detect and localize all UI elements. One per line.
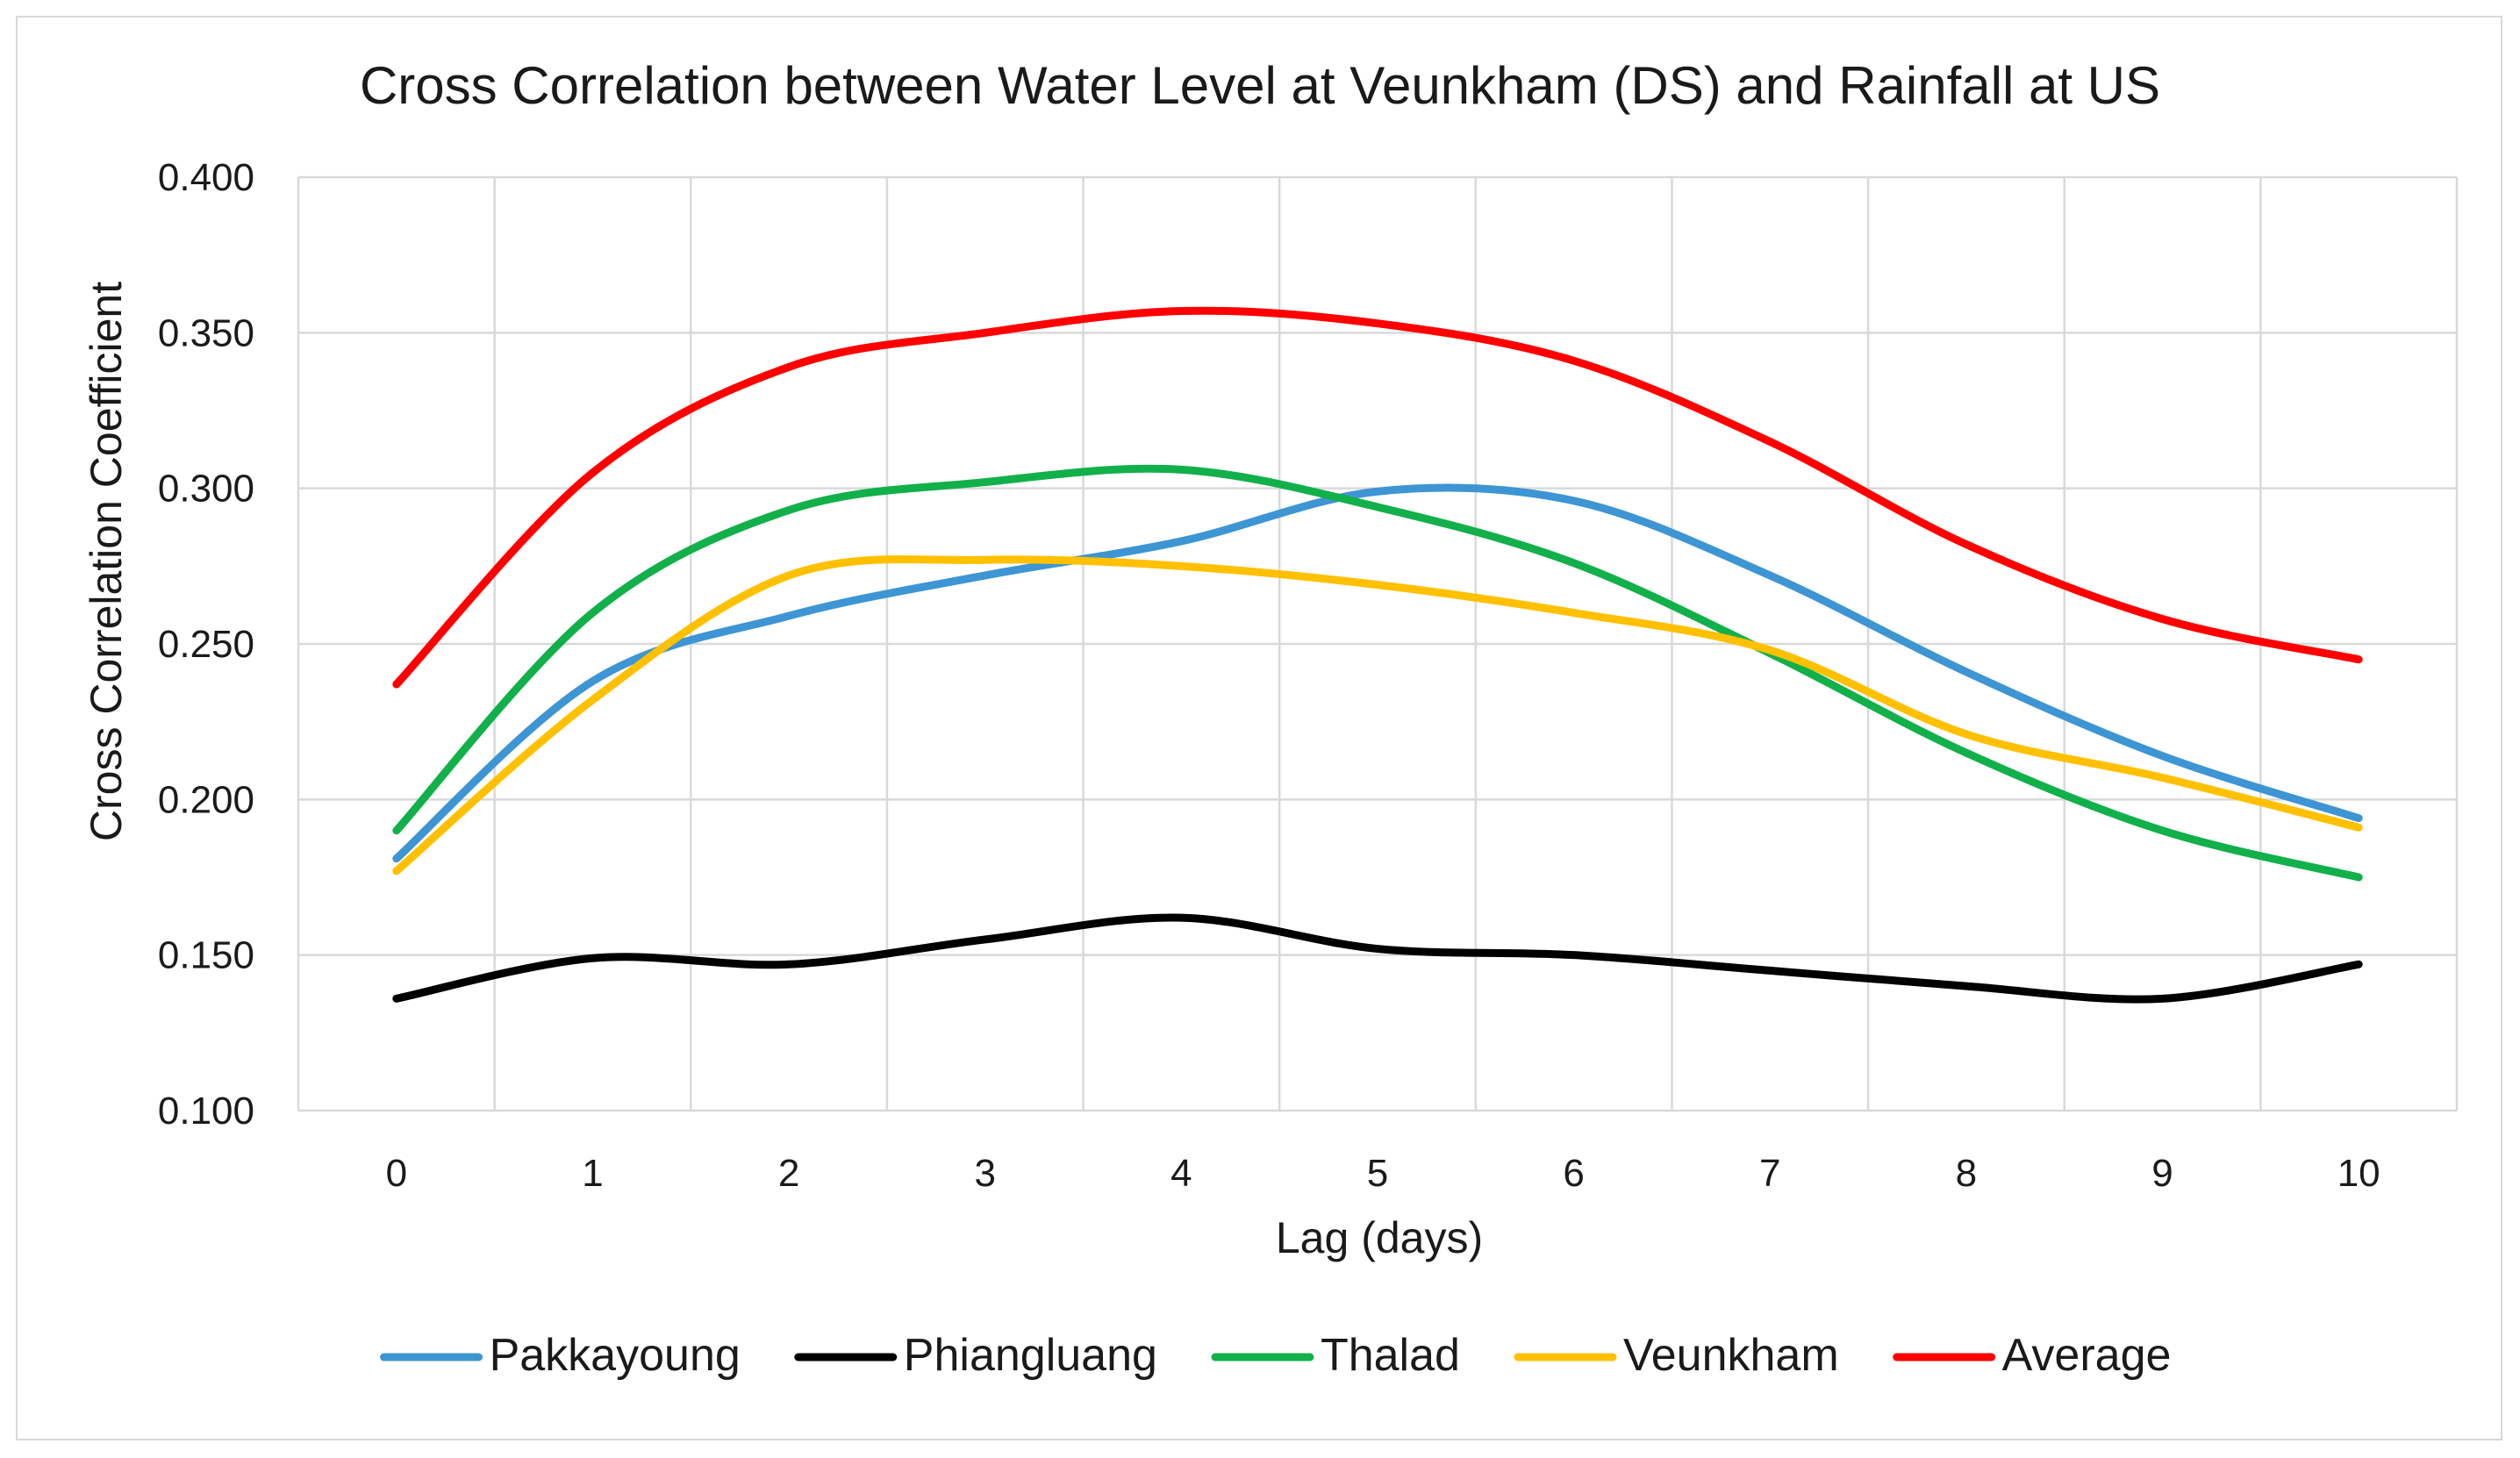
x-tick-label: 6 xyxy=(1563,1152,1584,1195)
legend-label: Phiangluang xyxy=(904,1330,1157,1381)
x-tick-label: 0 xyxy=(386,1152,407,1195)
y-tick-label: 0.150 xyxy=(158,934,254,977)
chart-title: Cross Correlation between Water Level at… xyxy=(360,56,2160,115)
series-layer xyxy=(392,306,2363,1004)
x-tick-label: 2 xyxy=(778,1152,799,1195)
x-tick-label: 7 xyxy=(1759,1152,1780,1195)
legend-item-average: Average xyxy=(1893,1330,2172,1381)
x-tick-label: 4 xyxy=(1171,1152,1192,1195)
series-line-phiangluang xyxy=(392,913,2363,1004)
legend-item-veunkham: Veunkham xyxy=(1514,1330,1839,1381)
x-tick-label: 9 xyxy=(2151,1152,2173,1195)
y-tick-label: 0.400 xyxy=(158,156,254,199)
tick-layer: 0.100 0.150 0.200 0.250 0.300 0.350 0.400 0 1 2 3 4… xyxy=(158,156,2380,1195)
x-tick-label: 1 xyxy=(582,1152,603,1195)
x-tick-label: 8 xyxy=(1956,1152,1977,1195)
legend-item-phiangluang: Phiangluang xyxy=(794,1330,1157,1381)
series-line-thalad xyxy=(392,464,2363,882)
legend-item-thalad: Thalad xyxy=(1211,1330,1460,1381)
legend-label: Average xyxy=(2002,1330,2172,1381)
x-tick-label: 5 xyxy=(1367,1152,1388,1195)
y-tick-label: 0.350 xyxy=(158,311,254,354)
legend-label: Thalad xyxy=(1321,1330,1460,1381)
grid-layer xyxy=(297,175,2459,1112)
y-tick-label: 0.100 xyxy=(158,1090,254,1133)
y-tick-label: 0.250 xyxy=(158,623,254,666)
y-axis-label: Cross Correlation Coefficient xyxy=(82,282,131,841)
x-tick-label: 3 xyxy=(974,1152,995,1195)
legend-label: Pakkayoung xyxy=(490,1330,741,1381)
legend-label: Veunkham xyxy=(1623,1330,1839,1381)
y-tick-label: 0.300 xyxy=(158,468,254,511)
legend: Pakkayoung Phiangluang Thalad Veunkham Avera… xyxy=(380,1330,2172,1381)
x-axis-label: Lag (days) xyxy=(1276,1213,1483,1262)
series-line-pakkayoung xyxy=(392,483,2363,863)
y-tick-label: 0.200 xyxy=(158,778,254,821)
series-line-average xyxy=(392,306,2363,689)
series-line-veunkham xyxy=(392,555,2363,876)
x-tick-label: 10 xyxy=(2337,1152,2380,1195)
legend-item-pakkayoung: Pakkayoung xyxy=(380,1330,741,1381)
